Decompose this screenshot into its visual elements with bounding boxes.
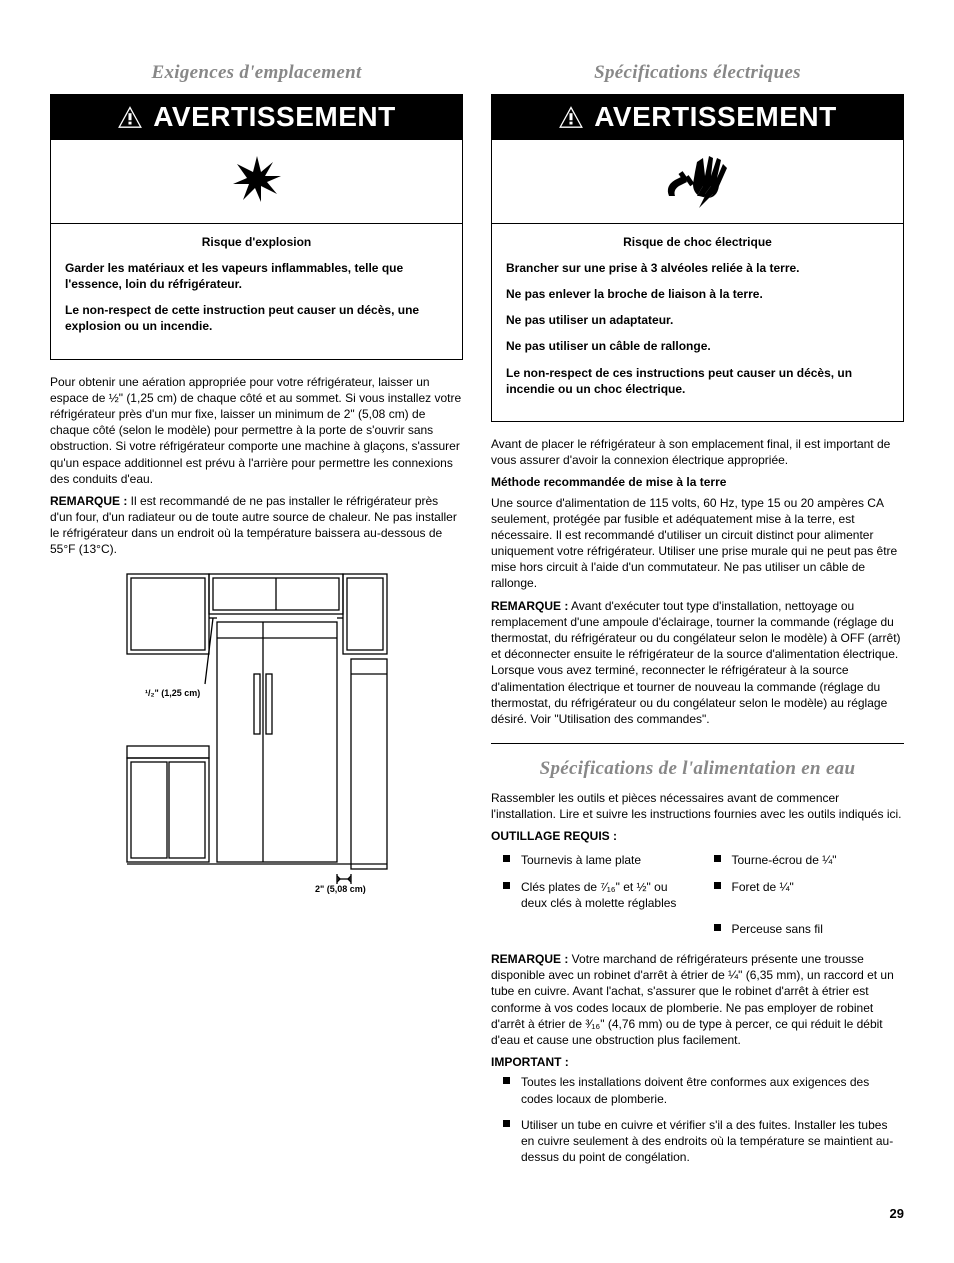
warning-header: AVERTISSEMENT xyxy=(492,95,903,141)
explosion-icon xyxy=(227,150,287,210)
important-label: IMPORTANT : xyxy=(491,1054,904,1070)
body-text: Avant d'exécuter tout type d'installatio… xyxy=(491,599,901,726)
remarque-label: REMARQUE : xyxy=(50,494,127,508)
tool-item: Perceuse sans fil xyxy=(714,921,905,937)
warning-header-text: AVERTISSEMENT xyxy=(594,98,836,136)
warning-line: Ne pas utiliser un adaptateur. xyxy=(506,312,889,328)
warning-icon-row xyxy=(492,140,903,223)
warning-line: Le non-respect de cette instruction peut… xyxy=(65,302,448,334)
important-item: Toutes les installations doivent être co… xyxy=(503,1074,904,1106)
warning-body: Risque d'explosion Garder les matériaux … xyxy=(51,224,462,359)
tool-item: Tournevis à lame plate xyxy=(503,852,694,868)
warning-icon-row xyxy=(51,140,462,223)
tool-item: Tourne-écrou de ¼" xyxy=(714,852,905,868)
page-number: 29 xyxy=(50,1205,904,1223)
body-paragraph: REMARQUE : Votre marchand de réfrigérate… xyxy=(491,951,904,1048)
alert-triangle-icon xyxy=(558,105,584,129)
warning-line: Le non-respect de ces instructions peut … xyxy=(506,365,889,397)
warning-line: Garder les matériaux et les vapeurs infl… xyxy=(65,260,448,292)
warning-header-text: AVERTISSEMENT xyxy=(153,98,395,136)
left-column: Exigences d'emplacement AVERTISSEMENT Ri… xyxy=(50,60,463,1175)
right-column: Spécifications électriques AVERTISSEMENT xyxy=(491,60,904,1175)
warning-body: Risque de choc électrique Brancher sur u… xyxy=(492,224,903,421)
tools-head: OUTILLAGE REQUIS : xyxy=(491,828,904,844)
remarque-label: REMARQUE : xyxy=(491,599,568,613)
warning-header: AVERTISSEMENT xyxy=(51,95,462,141)
grounding-subhead: Méthode recommandée de mise à la terre xyxy=(491,474,904,490)
body-paragraph: Avant de placer le réfrigérateur à son e… xyxy=(491,436,904,468)
tool-item: Clés plates de ⁷⁄₁₆" et ½" ou deux clés … xyxy=(503,879,694,911)
risk-title: Risque de choc électrique xyxy=(506,234,889,250)
section-title-water: Spécifications de l'alimentation en eau xyxy=(491,756,904,782)
page-columns: Exigences d'emplacement AVERTISSEMENT Ri… xyxy=(50,60,904,1175)
warning-line: Brancher sur une prise à 3 alvéoles reli… xyxy=(506,260,889,276)
body-text: Votre marchand de réfrigérateurs présent… xyxy=(491,952,894,1047)
body-paragraph: Une source d'alimentation de 115 volts, … xyxy=(491,495,904,592)
clearance-diagram: ¹/₂" (1,25 cm) 2" (5,08 cm) xyxy=(107,564,407,894)
diagram-label-bottom: 2" (5,08 cm) xyxy=(315,884,366,894)
section-title-location: Exigences d'emplacement xyxy=(50,60,463,86)
body-paragraph: REMARQUE : Avant d'exécuter tout type d'… xyxy=(491,598,904,728)
body-paragraph: Rassembler les outils et pièces nécessai… xyxy=(491,790,904,822)
shock-hand-icon xyxy=(663,150,733,210)
diagram-label-top: ¹/₂" (1,25 cm) xyxy=(145,688,200,698)
diagram-wrap: ¹/₂" (1,25 cm) 2" (5,08 cm) xyxy=(50,564,463,898)
divider xyxy=(491,743,904,744)
important-item: Utiliser un tube en cuivre et vérifier s… xyxy=(503,1117,904,1166)
risk-title: Risque d'explosion xyxy=(65,234,448,250)
warning-line: Ne pas enlever la broche de liaison à la… xyxy=(506,286,889,302)
remarque-label: REMARQUE : xyxy=(491,952,568,966)
body-paragraph: REMARQUE : Il est recommandé de ne pas i… xyxy=(50,493,463,558)
warning-box-shock: AVERTISSEMENT xyxy=(491,94,904,422)
warning-line: Ne pas utiliser un câble de rallonge. xyxy=(506,338,889,354)
tools-list: Tournevis à lame plate Tourne-écrou de ¼… xyxy=(503,852,904,937)
alert-triangle-icon xyxy=(117,105,143,129)
body-paragraph: Pour obtenir une aération appropriée pou… xyxy=(50,374,463,487)
warning-box-explosion: AVERTISSEMENT Risque d'explosion Garder … xyxy=(50,94,463,360)
section-title-electrical: Spécifications électriques xyxy=(491,60,904,86)
important-list: Toutes les installations doivent être co… xyxy=(503,1074,904,1165)
tool-item: Foret de ¼" xyxy=(714,879,905,911)
